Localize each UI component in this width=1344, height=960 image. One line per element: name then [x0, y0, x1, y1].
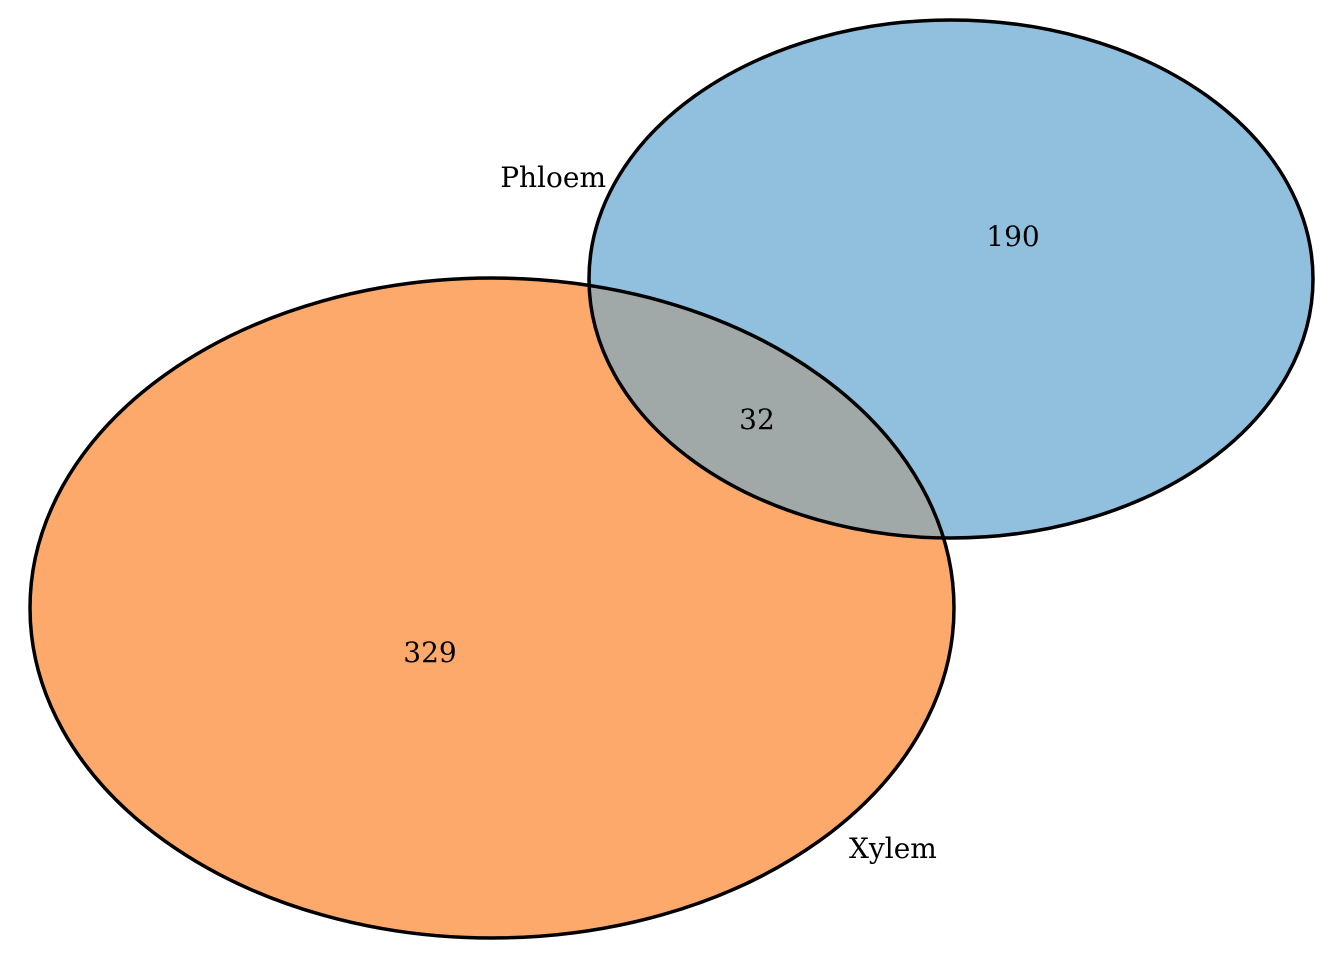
- xylem-outline: [28, 276, 956, 940]
- phloem-only-count: 190: [986, 220, 1039, 253]
- xylem-set-label: Xylem: [849, 832, 937, 865]
- intersection-count: 32: [739, 403, 775, 436]
- intersection-region: [589, 278, 954, 538]
- xylem-only-count: 329: [403, 636, 456, 669]
- phloem-outline: [587, 18, 1315, 540]
- phloem-set-label: Phloem: [500, 161, 606, 194]
